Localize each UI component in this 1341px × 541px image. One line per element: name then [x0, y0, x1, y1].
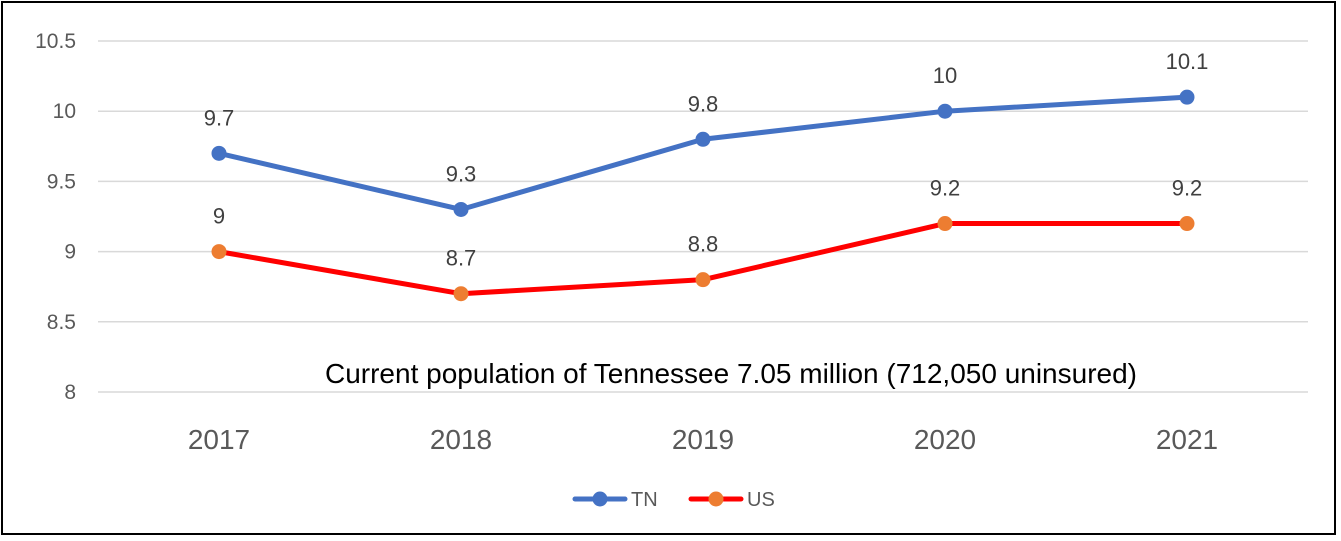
gridlines	[98, 40, 1308, 393]
data-label-tn: 9.3	[446, 161, 477, 186]
data-label-tn: 10	[933, 63, 957, 88]
x-tick-label: 2020	[914, 424, 976, 455]
data-label-us: 9.2	[1172, 176, 1203, 201]
data-point-tn	[211, 145, 227, 161]
data-label-us: 9.2	[930, 176, 961, 201]
data-label-tn: 10.1	[1166, 49, 1209, 74]
y-tick-label: 9.5	[47, 170, 76, 193]
data-label-us: 9	[213, 204, 225, 229]
data-point-us	[695, 272, 711, 288]
data-point-us	[453, 286, 469, 302]
data-point-tn	[453, 201, 469, 217]
legend: TN US	[572, 489, 775, 511]
x-tick-label: 2017	[188, 424, 250, 455]
legend-item-tn: TN	[572, 489, 658, 511]
data-point-tn	[695, 131, 711, 147]
data-label-tn: 9.7	[204, 105, 235, 130]
series-markers	[211, 89, 1195, 302]
y-tick-label: 10	[53, 100, 76, 123]
data-label-us: 8.8	[688, 232, 719, 257]
legend-label: TN	[631, 489, 658, 511]
legend-swatch-marker	[592, 491, 608, 507]
x-tick-label: 2019	[672, 424, 734, 455]
y-tick-label: 9	[64, 241, 76, 264]
data-point-tn	[1179, 89, 1195, 105]
data-point-us	[937, 216, 953, 232]
data-label-tn: 9.8	[688, 91, 719, 116]
data-label-us: 8.7	[446, 246, 477, 271]
series-lines	[216, 94, 1190, 297]
data-point-us	[211, 244, 227, 260]
x-tick-label: 2018	[430, 424, 492, 455]
data-point-tn	[937, 103, 953, 119]
data-labels: 9.7 9.3 9.8 10 10.1 9 8.7 8.8 9.2 9.2	[204, 49, 1209, 271]
y-tick-label: 10.5	[35, 30, 76, 53]
y-axis-ticks: 8 8.5 9 9.5 10 10.5	[35, 30, 76, 404]
y-tick-label: 8.5	[47, 311, 76, 334]
legend-item-us: US	[688, 489, 775, 511]
y-tick-label: 8	[64, 381, 76, 404]
legend-label: US	[747, 489, 775, 511]
chart-annotation: Current population of Tennessee 7.05 mil…	[325, 358, 1137, 389]
x-tick-label: 2021	[1156, 424, 1218, 455]
x-axis-ticks: 2017 2018 2019 2020 2021	[188, 424, 1218, 455]
legend-swatch-marker	[708, 491, 724, 507]
data-point-us	[1179, 216, 1195, 232]
